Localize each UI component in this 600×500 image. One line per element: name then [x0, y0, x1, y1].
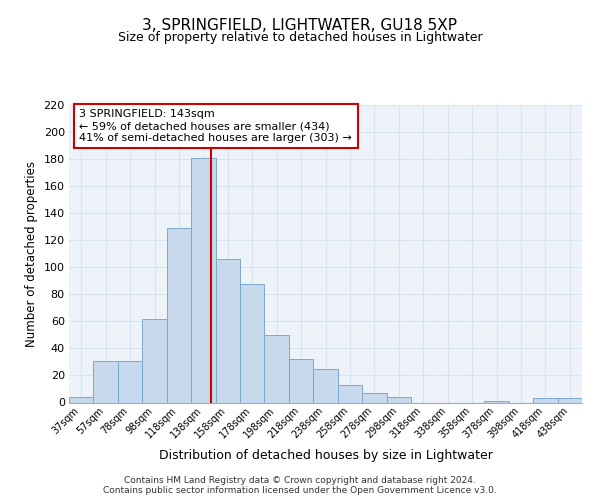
Bar [142, 318, 167, 402]
Bar [265, 335, 289, 402]
Bar [69, 397, 94, 402]
Bar [484, 401, 509, 402]
Bar [240, 284, 265, 403]
Bar [313, 368, 338, 402]
Y-axis label: Number of detached properties: Number of detached properties [25, 161, 38, 347]
Text: 3, SPRINGFIELD, LIGHTWATER, GU18 5XP: 3, SPRINGFIELD, LIGHTWATER, GU18 5XP [143, 18, 458, 32]
Bar [94, 360, 118, 403]
Bar [118, 360, 142, 403]
Bar [533, 398, 557, 402]
Text: Size of property relative to detached houses in Lightwater: Size of property relative to detached ho… [118, 31, 482, 44]
Bar [289, 359, 313, 403]
Text: Contains HM Land Registry data © Crown copyright and database right 2024.: Contains HM Land Registry data © Crown c… [124, 476, 476, 485]
Bar [215, 259, 240, 402]
Bar [557, 398, 582, 402]
Bar [362, 393, 386, 402]
Text: 3 SPRINGFIELD: 143sqm
← 59% of detached houses are smaller (434)
41% of semi-det: 3 SPRINGFIELD: 143sqm ← 59% of detached … [79, 110, 352, 142]
Bar [338, 385, 362, 402]
Text: Contains public sector information licensed under the Open Government Licence v3: Contains public sector information licen… [103, 486, 497, 495]
X-axis label: Distribution of detached houses by size in Lightwater: Distribution of detached houses by size … [158, 448, 493, 462]
Bar [191, 158, 215, 402]
Bar [167, 228, 191, 402]
Bar [386, 397, 411, 402]
